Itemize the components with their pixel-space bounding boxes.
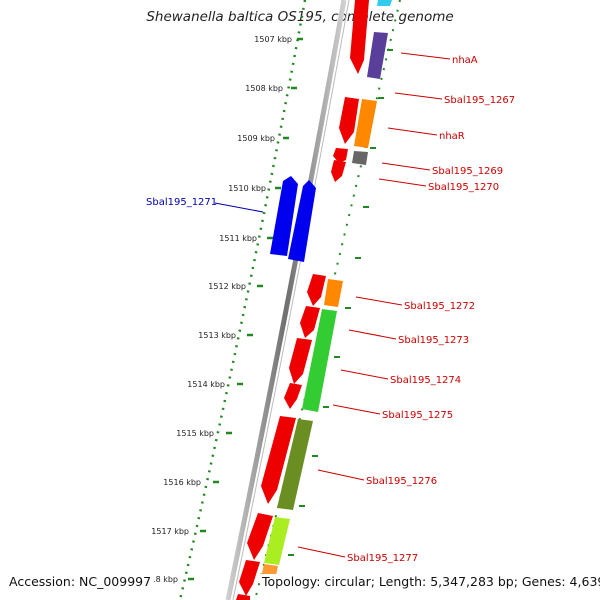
cds-arrows bbox=[236, 0, 369, 600]
gene-label: nhaA bbox=[452, 55, 478, 66]
gene-label: Sbal195_1277 bbox=[347, 553, 418, 564]
cds-arrow bbox=[284, 383, 302, 409]
tick-label: 1517 kbp bbox=[151, 527, 189, 536]
feature-blocks bbox=[261, 0, 392, 580]
genome-summary-text: Topology: circular; Length: 5,347,283 bp… bbox=[260, 574, 600, 589]
tick-label: 1507 kbp bbox=[254, 35, 292, 44]
gene-arrow-blue bbox=[270, 176, 298, 256]
leader-line bbox=[387, 127, 438, 136]
tick-marks bbox=[188, 37, 303, 581]
gene-label: Sbal195_1271 bbox=[146, 197, 217, 208]
cds-arrow bbox=[289, 338, 312, 384]
tick-labels: 1507 kbp 1508 kbp 1509 kbp 1510 kbp 1511… bbox=[140, 35, 292, 584]
gene-labels: nhaA Sbal195_1267 nhaR Sbal195_1269 Sbal… bbox=[146, 55, 515, 564]
inner-dotted-ring bbox=[254, 0, 401, 600]
leader-line-blue bbox=[214, 202, 264, 213]
outer-tick-ring bbox=[178, 0, 307, 600]
tick-label: 1515 kbp bbox=[176, 429, 214, 438]
cds-arrow bbox=[307, 274, 326, 306]
leader-line bbox=[348, 329, 397, 340]
leader-line bbox=[381, 162, 431, 171]
gene-label: Sbal195_1270 bbox=[428, 182, 499, 193]
leader-line bbox=[317, 469, 365, 481]
cds-arrow bbox=[300, 306, 320, 338]
feature-block-green bbox=[302, 309, 337, 412]
leader-line bbox=[378, 178, 427, 187]
tick-label: 1516 kbp bbox=[163, 478, 201, 487]
tick-label: 1510 kbp bbox=[228, 184, 266, 193]
map-title: Shewanella baltica OS195, complete genom… bbox=[146, 9, 454, 25]
backbone-edge bbox=[232, 0, 350, 600]
cds-arrow bbox=[350, 0, 369, 74]
tick-label: 1508 kbp bbox=[245, 84, 283, 93]
cds-arrow bbox=[247, 513, 273, 560]
gene-label: Sbal195_1275 bbox=[382, 410, 453, 421]
leader-line bbox=[400, 52, 451, 60]
backbone bbox=[225, 0, 347, 600]
tick-label: 1514 kbp bbox=[187, 380, 225, 389]
tick-label: 1518 kbp bbox=[140, 575, 178, 584]
leader-line bbox=[340, 369, 389, 380]
tick-label: 1511 kbp bbox=[219, 234, 257, 243]
leader-lines bbox=[297, 52, 451, 558]
gene-label: Sbal195_1267 bbox=[444, 95, 515, 106]
cds-arrow bbox=[261, 416, 296, 504]
feature-block-orange bbox=[354, 99, 377, 148]
leader-line bbox=[297, 546, 346, 558]
leader-line bbox=[355, 296, 403, 306]
leader-line bbox=[394, 92, 443, 100]
gene-label: Sbal195_1273 bbox=[398, 335, 469, 346]
feature-block-lime bbox=[264, 517, 290, 565]
cds-arrow bbox=[333, 148, 348, 163]
feature-block-cyan bbox=[377, 0, 392, 6]
gene-label: nhaR bbox=[439, 131, 465, 142]
feature-block-purple bbox=[367, 32, 388, 79]
gene-arrow-blue bbox=[288, 180, 316, 262]
cds-arrow bbox=[236, 594, 250, 600]
gene-label: Sbal195_1276 bbox=[366, 476, 437, 487]
accession-text: Accession: NC_009997 bbox=[9, 574, 155, 589]
tick-label: 1513 kbp bbox=[198, 331, 236, 340]
feature-block-olive bbox=[277, 419, 313, 510]
leader-line bbox=[332, 404, 381, 415]
cds-arrow bbox=[339, 97, 359, 144]
gene-label: Sbal195_1269 bbox=[432, 166, 503, 177]
feature-block-gray bbox=[352, 151, 368, 165]
gene-label: Sbal195_1274 bbox=[390, 375, 461, 386]
tick-label: 1509 kbp bbox=[237, 134, 275, 143]
feature-block-orange bbox=[324, 279, 343, 307]
cds-arrow bbox=[331, 160, 346, 182]
cds-arrow bbox=[239, 560, 260, 596]
inner-ring-ticks bbox=[288, 49, 393, 556]
tick-label: 1512 kbp bbox=[208, 282, 246, 291]
forward-genes bbox=[270, 176, 316, 262]
gene-label: Sbal195_1272 bbox=[404, 301, 475, 312]
